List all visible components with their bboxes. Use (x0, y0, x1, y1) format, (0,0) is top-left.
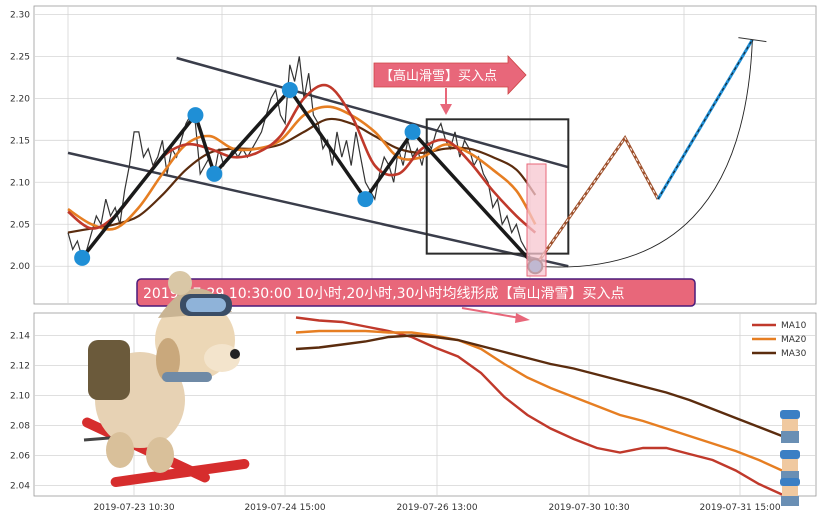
lower-x-tick-label: 2019-07-30 10:30 (548, 503, 629, 513)
upper-y-tick-label: 2.20 (10, 94, 30, 104)
lower-x-tick-label: 2019-07-31 15:00 (699, 503, 780, 513)
dog-backpack (88, 340, 130, 400)
pixel-mascot-3-head (780, 478, 800, 486)
pivot-point (281, 81, 298, 98)
buy-point-highlight (526, 163, 547, 277)
lower-ma10-line (295, 316, 783, 496)
legend-label-ma30: MA30 (781, 349, 807, 359)
upper-y-tick-label: 2.10 (10, 178, 30, 188)
arrow-label-text: 【高山滑雪】买入点 (380, 68, 497, 84)
pixel-mascot-1 (780, 410, 800, 443)
pivot-point (206, 165, 223, 182)
upper-y-tick-label: 2.25 (10, 52, 30, 62)
buy-signal-callout: 2019-07-29 10:30:00 10小时,20小时,30小时均线形成【高… (136, 278, 696, 323)
arrow-label-shape (373, 54, 527, 96)
dog-goggle-lens (186, 298, 226, 312)
callout-box (136, 278, 696, 307)
lower-x-tick-label: 2019-07-26 13:00 (396, 503, 477, 513)
down-arrow-head (440, 104, 452, 115)
lower-y-tick-label: 2.10 (10, 392, 30, 402)
lower-ma20-line (295, 329, 783, 472)
pivot-point (404, 123, 421, 140)
callout-text: 2019-07-29 10:30:00 10小时,20小时,30小时均线形成【高… (143, 285, 624, 302)
channel-upper-line (176, 56, 569, 169)
pixel-mascot-3-body (781, 496, 799, 506)
pixel-mascot-2-face (782, 459, 798, 471)
lower-series (295, 316, 783, 496)
dog-scarf (162, 372, 212, 382)
dog-leg-left (106, 432, 134, 468)
upper-y-tick-label: 2.05 (10, 220, 30, 230)
forecast-end-cap (738, 37, 767, 43)
pivot-point (74, 249, 91, 266)
pixel-mascot-1-body (781, 431, 799, 443)
pivot-point (187, 107, 204, 124)
pixel-mascots (780, 410, 800, 506)
lower-y-tick-label: 2.04 (10, 482, 30, 492)
upper-y-tick-label: 2.30 (10, 10, 30, 20)
pixel-mascot-3-face (782, 486, 798, 496)
lower-x-axis: 2019-07-23 10:30 2019-07-24 15:00 2019-07-… (93, 503, 780, 513)
lower-x-tick-label: 2019-07-24 15:00 (244, 503, 325, 513)
upper-ma20-line (67, 105, 537, 231)
lower-x-tick-label: 2019-07-23 10:30 (93, 503, 174, 513)
upper-y-tick-label: 2.00 (10, 262, 30, 272)
lower-y-tick-label: 2.14 (10, 332, 30, 342)
pixel-mascot-2-head (780, 450, 800, 459)
forecast-blue-dash (657, 39, 753, 200)
callout-arrow-shaft (461, 307, 521, 319)
dog-leg-right (146, 437, 174, 473)
forecast-brown-dash (534, 136, 659, 267)
callout-arrow-head (515, 313, 530, 323)
legend: MA10 MA20 MA30 (752, 321, 807, 359)
lower-y-tick-label: 2.12 (10, 362, 30, 372)
forecast-arc (535, 39, 753, 268)
pixel-mascot-3 (780, 478, 800, 506)
pivot-point (357, 191, 374, 208)
dog-beanie-pom (168, 271, 192, 295)
lower-ma30-line (295, 334, 783, 438)
lower-y-axis: 2.14 2.12 2.10 2.08 2.06 2.04 (10, 332, 30, 492)
lower-y-tick-label: 2.08 (10, 422, 30, 432)
dog-ski-2 (110, 458, 250, 488)
legend-label-ma10: MA10 (781, 321, 807, 331)
dog-nose (230, 349, 240, 359)
upper-y-axis: 2.30 2.25 2.20 2.15 2.10 2.05 2.00 (10, 10, 30, 272)
dog-ear (156, 338, 180, 382)
legend-label-ma20: MA20 (781, 335, 807, 345)
upper-series (67, 37, 767, 275)
skiing-dog-mascot (82, 271, 250, 488)
price-line (67, 56, 536, 267)
pixel-mascot-1-head (780, 410, 800, 419)
lower-y-tick-label: 2.06 (10, 452, 30, 462)
consolidation-box (425, 118, 570, 255)
pixel-mascot-1-face (782, 419, 798, 431)
buy-point-arrow-label: 【高山滑雪】买入点 (373, 54, 527, 115)
upper-y-tick-label: 2.15 (10, 136, 30, 146)
